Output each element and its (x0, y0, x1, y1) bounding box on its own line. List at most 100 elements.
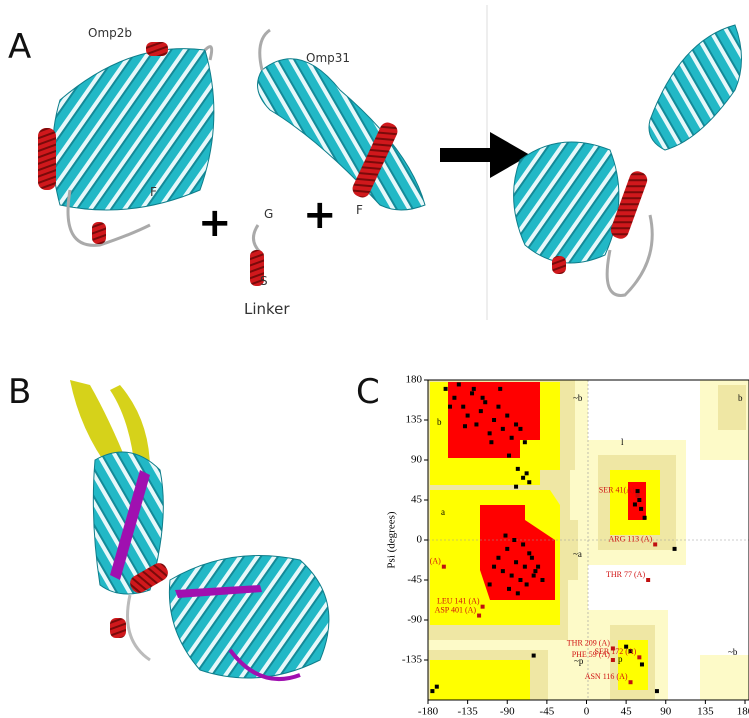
data-point (448, 405, 452, 409)
outlier-point (629, 680, 633, 684)
y-tick-label: 135 (406, 414, 423, 426)
data-point (488, 431, 492, 435)
data-point (470, 391, 474, 395)
fusion-structure (514, 25, 742, 295)
data-point (492, 565, 496, 569)
residue-label: LEU 141 (A) (437, 596, 480, 605)
data-point (633, 502, 637, 506)
data-point (512, 538, 516, 542)
data-point (673, 547, 677, 551)
plus-sign: + (303, 192, 337, 238)
panel-label: B (8, 372, 31, 412)
data-point (532, 654, 536, 658)
data-point (505, 547, 509, 551)
y-tick-label: 180 (406, 374, 423, 386)
region-label: ~b (573, 393, 583, 403)
data-point (430, 689, 434, 693)
data-point (637, 498, 641, 502)
region-label: b (738, 393, 743, 403)
linker-terminal: G (264, 207, 273, 221)
data-point (444, 387, 448, 391)
data-point (521, 542, 525, 546)
protein-label: Omp2b (88, 26, 132, 40)
residue-label: SER 172 (A) (595, 647, 637, 656)
panel-label: C (356, 372, 380, 412)
data-point (483, 400, 487, 404)
data-point (530, 556, 534, 560)
data-point (655, 689, 659, 693)
data-point (527, 551, 531, 555)
data-point (536, 565, 540, 569)
data-point (643, 516, 647, 520)
x-tick-label: -180 (418, 706, 439, 718)
y-tick-label: 45 (411, 494, 423, 506)
x-tick-label: -45 (540, 706, 555, 718)
panel-label: A (8, 27, 31, 67)
residue-label: ASN 116 (A) (585, 672, 628, 681)
y-tick-label: 0 (417, 534, 423, 546)
outlier-point (653, 542, 657, 546)
region-label: b (437, 417, 442, 427)
outlier-point (477, 614, 481, 618)
outlier-point (611, 658, 615, 662)
y-tick-label: -45 (407, 574, 422, 586)
data-point (496, 556, 500, 560)
outlier-point (646, 578, 650, 582)
linker-terminal: S (260, 274, 268, 288)
data-point (507, 587, 511, 591)
data-point (492, 418, 496, 422)
data-point (498, 387, 502, 391)
data-point (457, 382, 461, 386)
data-point (501, 427, 505, 431)
terminal-label: F (150, 185, 157, 199)
residue-label: SER 41(A) (599, 485, 635, 494)
residue-label: ASP 401 (A) (435, 605, 477, 614)
omp2b-structure (38, 42, 214, 245)
x-tick-label: 180 (737, 706, 749, 718)
data-point (514, 422, 518, 426)
data-point (496, 405, 500, 409)
plus-sign: + (198, 200, 232, 246)
data-point (514, 485, 518, 489)
data-point (505, 414, 509, 418)
data-point (479, 409, 483, 413)
residue-label: ALA 306 (A) (398, 556, 441, 565)
region-label: a (441, 507, 445, 517)
data-point (489, 440, 493, 444)
residue-label: ARG 113 (A) (608, 534, 652, 543)
data-point (481, 396, 485, 400)
x-tick-label: -90 (500, 706, 515, 718)
ramachandran-plot: ba~b~alp~p~bbSER 41(A)ARG 113 (A)THR 77 … (398, 380, 749, 700)
data-point (640, 662, 644, 666)
x-tick-label: 45 (621, 706, 633, 718)
data-point (435, 685, 439, 689)
data-point (636, 489, 640, 493)
residue-label: THR 77 (A) (606, 570, 645, 579)
data-point (461, 405, 465, 409)
x-tick-label: 135 (697, 706, 714, 718)
x-tick-label: 90 (660, 706, 672, 718)
data-point (516, 591, 520, 595)
fusion-structure-b (70, 380, 329, 679)
y-tick-label: 90 (411, 454, 423, 466)
y-tick-label: -135 (402, 654, 423, 666)
data-point (463, 424, 467, 428)
y-axis-label: Psi (degrees) (386, 511, 398, 568)
data-point (514, 560, 518, 564)
outlier-point (481, 605, 485, 609)
data-point (540, 578, 544, 582)
data-point (452, 396, 456, 400)
residue-label: THR 209 (A) (567, 638, 610, 647)
data-point (472, 387, 476, 391)
data-point (503, 534, 507, 538)
data-point (510, 436, 514, 440)
protein-label: Omp31 (306, 51, 350, 65)
data-point (525, 582, 529, 586)
data-point (527, 480, 531, 484)
outlier-point (636, 494, 640, 498)
figure: A Omp2b F Omp31 F + + G S Linker B (0, 0, 749, 718)
outlier-point (637, 655, 641, 659)
data-point (518, 578, 522, 582)
data-point (516, 467, 520, 471)
data-point (488, 582, 492, 586)
